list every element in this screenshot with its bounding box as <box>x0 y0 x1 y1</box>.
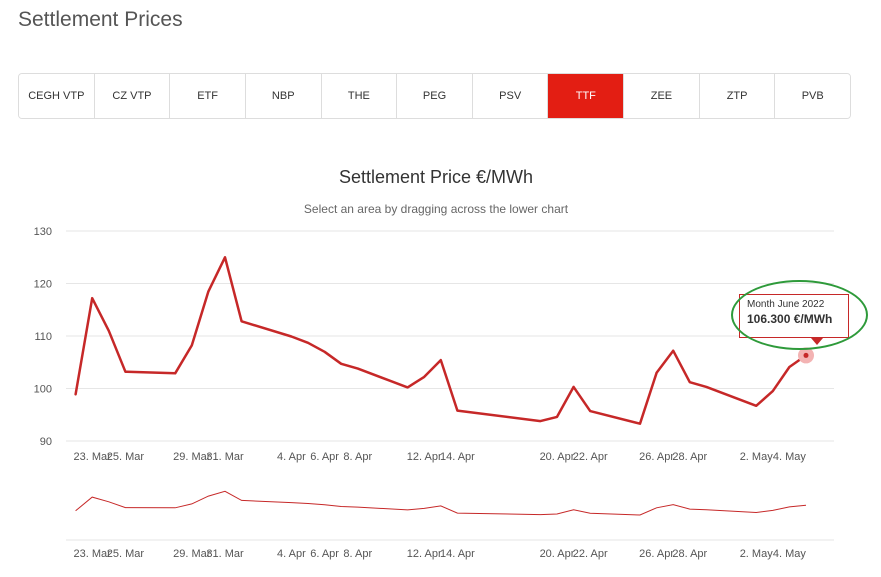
data-point[interactable] <box>703 384 709 390</box>
navigator-x-tick-label: 2. May <box>740 548 774 560</box>
y-tick-label: 100 <box>34 384 52 396</box>
data-point[interactable] <box>172 370 178 376</box>
series-line[interactable] <box>74 256 808 425</box>
x-tick-label: 2. May <box>740 451 774 463</box>
navigator-x-tick-label: 14. Apr <box>440 548 475 560</box>
tab-etf[interactable]: ETF <box>170 74 246 118</box>
data-point[interactable] <box>803 352 809 358</box>
navigator-x-tick-label: 4. May <box>773 548 807 560</box>
navigator-x-tick-label: 20. Apr <box>540 548 575 560</box>
data-point[interactable] <box>338 361 344 367</box>
data-point[interactable] <box>637 421 643 427</box>
y-tick-label: 90 <box>40 436 52 448</box>
y-tick-label: 110 <box>34 331 52 343</box>
navigator-x-tick-label: 29. Mar <box>173 548 211 560</box>
data-point[interactable] <box>89 295 95 301</box>
data-point[interactable] <box>537 418 543 424</box>
data-point[interactable] <box>322 349 328 355</box>
data-point[interactable] <box>753 403 759 409</box>
chart-subtitle: Select an area by dragging across the lo… <box>303 202 569 216</box>
data-point[interactable] <box>438 357 444 363</box>
data-point[interactable] <box>654 370 660 376</box>
x-tick-label: 22. Apr <box>573 451 608 463</box>
navigator-x-tick-label: 12. Apr <box>407 548 442 560</box>
data-point[interactable] <box>670 348 676 354</box>
data-point[interactable] <box>205 288 211 294</box>
navigator-x-tick-label: 28. Apr <box>672 548 707 560</box>
data-point[interactable] <box>786 364 792 370</box>
data-point[interactable] <box>587 408 593 414</box>
x-tick-label: 31. Mar <box>206 451 244 463</box>
navigator-x-tick-label: 8. Apr <box>343 548 372 560</box>
x-tick-label: 8. Apr <box>343 451 372 463</box>
navigator-line[interactable] <box>75 490 807 516</box>
data-point[interactable] <box>288 334 294 340</box>
data-point[interactable] <box>73 391 79 397</box>
tab-nbp[interactable]: NBP <box>245 74 322 118</box>
navigator-x-tick-label: 25. Mar <box>107 548 145 560</box>
y-axis-labels: 90 100 110 120 130 <box>34 226 52 448</box>
data-point[interactable] <box>239 318 245 324</box>
navigator-x-tick-label: 6. Apr <box>310 548 339 560</box>
tab-cz-vtp[interactable]: CZ VTP <box>94 74 171 118</box>
data-point[interactable] <box>122 369 128 375</box>
data-point[interactable] <box>687 379 693 385</box>
x-tick-label: 14. Apr <box>440 451 475 463</box>
data-point[interactable] <box>106 328 112 334</box>
y-tick-label: 130 <box>34 226 52 238</box>
price-series <box>74 256 808 425</box>
tab-psv[interactable]: PSV <box>472 74 549 118</box>
x-tick-label: 25. Mar <box>107 451 145 463</box>
navigator-chart <box>66 490 834 541</box>
price-points <box>73 254 814 427</box>
data-point[interactable] <box>421 374 427 380</box>
price-tooltip: Month June 2022 106.300 €/MWh <box>739 294 849 338</box>
x-tick-label: 26. Apr <box>639 451 674 463</box>
data-point[interactable] <box>554 414 560 420</box>
tooltip-label: Month June 2022 <box>747 299 825 310</box>
market-tab-bar: CEGH VTP CZ VTP ETF NBP THE PEG PSV TTF … <box>18 73 851 119</box>
data-point[interactable] <box>355 366 361 372</box>
x-tick-label: 28. Apr <box>672 451 707 463</box>
chart-title: Settlement Price €/MWh <box>338 167 534 187</box>
tab-peg[interactable]: PEG <box>397 74 473 118</box>
y-tick-label: 120 <box>34 279 52 291</box>
tab-ztp[interactable]: ZTP <box>699 74 776 118</box>
data-point[interactable] <box>305 340 311 346</box>
tab-ttf[interactable]: TTF <box>548 74 625 118</box>
page-title: Settlement Prices <box>18 8 183 31</box>
tab-cegh-vtp[interactable]: CEGH VTP <box>19 74 95 118</box>
data-point[interactable] <box>454 408 460 414</box>
navigator-x-tick-label: 23. Mar <box>74 548 112 560</box>
x-tick-label: 4. May <box>773 451 807 463</box>
navigator-x-tick-label: 4. Apr <box>277 548 306 560</box>
data-point[interactable] <box>405 384 411 390</box>
data-point[interactable] <box>571 384 577 390</box>
tab-zee[interactable]: ZEE <box>624 74 700 118</box>
x-tick-label: 23. Mar <box>74 451 112 463</box>
navigator-x-tick-label: 22. Apr <box>573 548 608 560</box>
x-tick-label: 20. Apr <box>540 451 575 463</box>
tooltip-pointer <box>811 338 823 345</box>
tab-the[interactable]: THE <box>321 74 398 118</box>
tooltip-value: 106.300 €/MWh <box>747 312 833 326</box>
navigator-x-tick-label: 31. Mar <box>206 548 244 560</box>
x-tick-label: 4. Apr <box>277 451 306 463</box>
data-point[interactable] <box>770 388 776 394</box>
tab-pvb[interactable]: PVB <box>775 74 850 118</box>
data-point[interactable] <box>222 254 228 260</box>
x-tick-label: 29. Mar <box>173 451 211 463</box>
navigator-x-tick-label: 26. Apr <box>639 548 674 560</box>
x-tick-label: 12. Apr <box>407 451 442 463</box>
data-point[interactable] <box>189 342 195 348</box>
gridlines <box>66 230 834 442</box>
x-tick-label: 6. Apr <box>310 451 339 463</box>
